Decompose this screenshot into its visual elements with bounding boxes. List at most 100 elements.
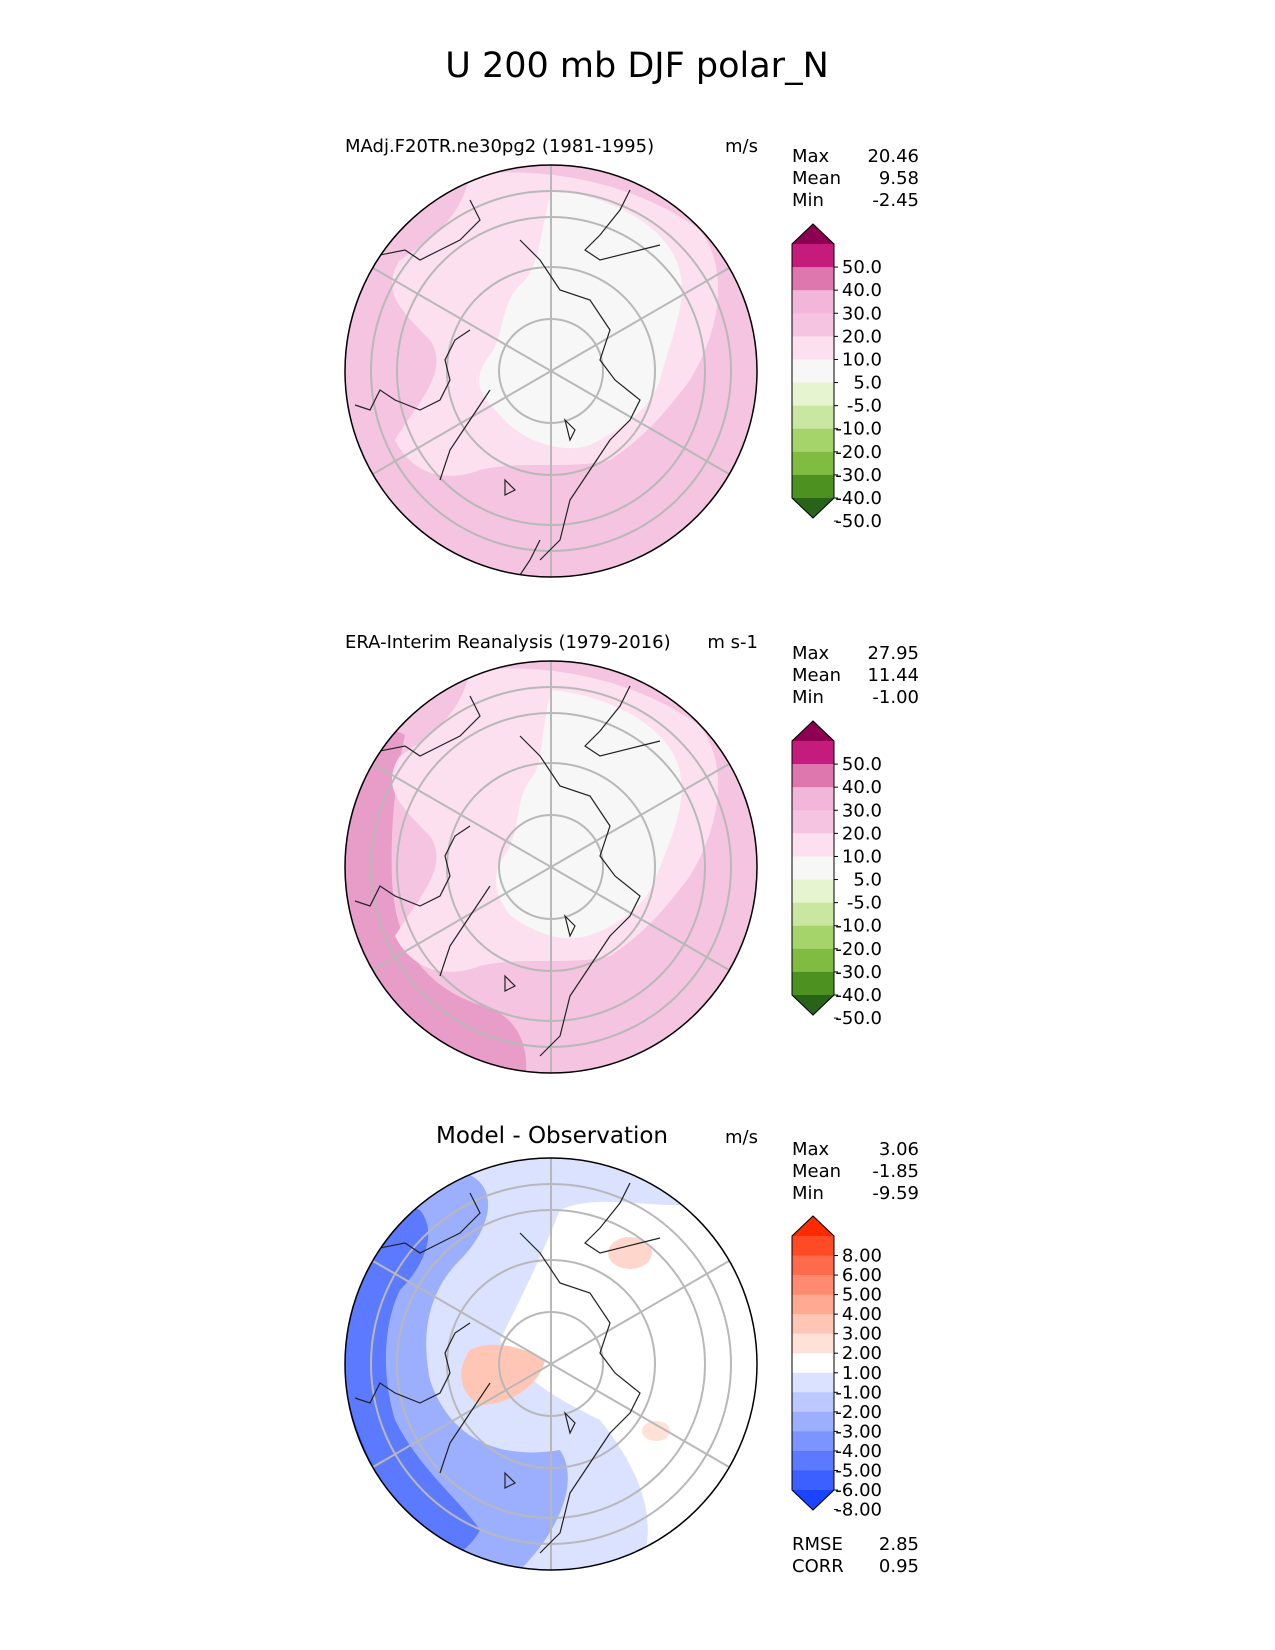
colorbar-segment [792, 244, 834, 268]
colorbar-tick-label: -30.0 [835, 962, 882, 983]
contour-fill-pink-band [345, 730, 527, 1073]
panel-units: m/s [725, 136, 758, 157]
colorbar-tick-label: -40.0 [835, 488, 882, 509]
colorbar-tick-label: -5.00 [835, 1460, 882, 1481]
colorbar-tick-label: 30.0 [842, 303, 882, 324]
colorbar-tick-label: 6.00 [842, 1265, 882, 1286]
colorbar-segment [792, 948, 834, 973]
colorbar-segment [792, 382, 834, 407]
stat-max-value: 3.06 [879, 1139, 919, 1160]
colorbar-segment [792, 1470, 834, 1491]
stat-min-label: Min [792, 1183, 824, 1204]
colorbar-tick-label: 3.00 [842, 1324, 882, 1345]
colorbar-segment [792, 1431, 834, 1452]
colorbar-segment [792, 856, 834, 881]
colorbar-tick-label: -4.00 [835, 1441, 882, 1462]
colorbar-segment [792, 1314, 834, 1335]
colorbar-tick-label: -6.00 [835, 1480, 882, 1501]
colorbar-segment [792, 313, 834, 337]
colorbar-tick-label: -50.0 [835, 511, 882, 532]
colorbar-segment [792, 902, 834, 927]
stat-min-label: Min [792, 190, 824, 211]
colorbar-segment [792, 336, 834, 360]
metric-rmse-value: 2.85 [879, 1534, 919, 1555]
contour-fill-white [495, 690, 682, 939]
colorbar-extend-min [792, 1490, 834, 1510]
colorbar-segment [792, 1294, 834, 1315]
map-boundary [344, 164, 758, 578]
colorbar: 50.040.030.020.010.0 5.0-5.0-10.0-20.0-30… [791, 223, 882, 532]
colorbar-segment [792, 971, 834, 996]
colorbar-segment [792, 879, 834, 904]
colorbar-segment [792, 741, 834, 765]
colorbar-segment [792, 1236, 834, 1257]
metric-corr-label: CORR [792, 1556, 844, 1577]
map-boundary [344, 660, 758, 1074]
stat-mean-value: -1.85 [872, 1161, 919, 1182]
panel-model: MAdj.F20TR.ne30pg2 (1981-1995) m/s [344, 136, 919, 578]
colorbar-tick-label: -3.00 [835, 1421, 882, 1442]
colorbar-tick-label: -10.0 [835, 419, 882, 440]
panel-title: MAdj.F20TR.ne30pg2 (1981-1995) [345, 136, 654, 157]
stat-mean-label: Mean [792, 168, 841, 189]
stat-mean-value: 9.58 [879, 168, 919, 189]
colorbar-tick-label: 1.00 [842, 1363, 882, 1384]
stat-max-value: 20.46 [867, 146, 919, 167]
coastlines [354, 1182, 661, 1554]
colorbar-segment [792, 810, 834, 834]
colorbar-tick-label: -20.0 [835, 442, 882, 463]
stat-mean-label: Mean [792, 1161, 841, 1182]
metric-corr-value: 0.95 [879, 1556, 919, 1577]
colorbar-tick-label: 2.00 [842, 1343, 882, 1364]
colorbar-segment [792, 833, 834, 857]
contour-fill-red-3 [642, 1421, 670, 1441]
stat-max-label: Max [792, 1139, 830, 1160]
stat-max-label: Max [792, 146, 830, 167]
colorbar-tick-label: -40.0 [835, 985, 882, 1006]
stats-block: Max 27.95 Mean 11.44 Min -1.00 [792, 643, 919, 708]
colorbar-tick-label: 20.0 [842, 823, 882, 844]
map-boundary [344, 1157, 758, 1571]
contour-fill-red-2 [608, 1237, 652, 1269]
stat-min-value: -9.59 [872, 1183, 919, 1204]
colorbar-tick-label: 50.0 [842, 754, 882, 775]
colorbar-extend-min [792, 995, 834, 1015]
coastlines [354, 685, 661, 1057]
colorbar-tick-label: -2.00 [835, 1402, 882, 1423]
panel-title: ERA-Interim Reanalysis (1979-2016) [345, 632, 671, 653]
colorbar-tick-label: 10.0 [842, 846, 882, 867]
colorbar-extend-max [792, 721, 834, 741]
colorbar-segment [792, 451, 834, 476]
colorbar-tick-label: 5.0 [853, 870, 882, 891]
stats-block: Max 3.06 Mean -1.85 Min -9.59 [792, 1139, 919, 1204]
colorbar-segment [792, 290, 834, 314]
colorbar-tick-label: 20.0 [842, 326, 882, 347]
colorbar-segment [792, 359, 834, 384]
colorbar: 8.006.005.004.003.002.001.00-1.00-2.00-3… [791, 1215, 882, 1521]
map [345, 165, 757, 577]
colorbar-segment [792, 405, 834, 430]
colorbar-tick-label: -30.0 [835, 465, 882, 486]
colorbar-segment [792, 1450, 834, 1471]
colorbar-tick-label: 30.0 [842, 800, 882, 821]
colorbar-tick-label: -5.0 [847, 396, 882, 417]
colorbar-segment [792, 1411, 834, 1432]
colorbar-tick-label: 5.00 [842, 1285, 882, 1306]
panel-difference: Model - Observation m/s [344, 1123, 919, 1577]
figure-title: U 200 mb DJF polar_N [445, 46, 829, 86]
colorbar-tick-label: 50.0 [842, 257, 882, 278]
colorbar-tick-label: -8.00 [835, 1500, 882, 1521]
stat-min-label: Min [792, 687, 824, 708]
panel-title: Model - Observation [436, 1123, 668, 1149]
stat-mean-label: Mean [792, 665, 841, 686]
colorbar-segment [792, 1353, 834, 1374]
colorbar-segment [792, 474, 834, 499]
colorbar-segment [792, 764, 834, 788]
colorbar-segment [792, 787, 834, 811]
panel-units: m/s [725, 1127, 758, 1148]
stat-mean-value: 11.44 [867, 665, 919, 686]
metric-rmse-label: RMSE [792, 1534, 843, 1555]
stats-block: Max 20.46 Mean 9.58 Min -2.45 [792, 146, 919, 211]
colorbar-segment [792, 925, 834, 950]
